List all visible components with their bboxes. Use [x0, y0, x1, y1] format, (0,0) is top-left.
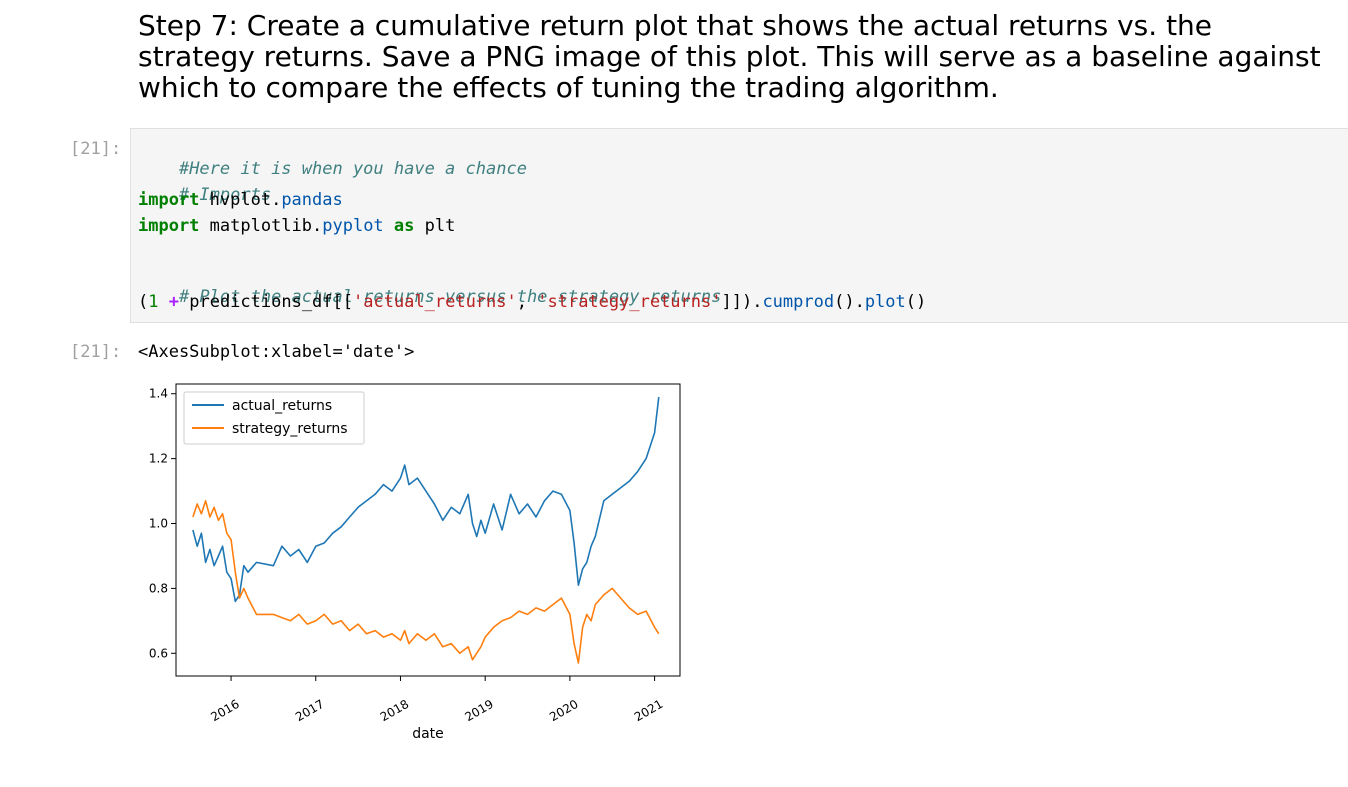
code-text — [384, 216, 394, 236]
x-tick-label: 2020 — [547, 697, 580, 724]
x-axis-label: date — [412, 726, 444, 742]
code-text: plt — [414, 216, 456, 236]
code-text: ( — [138, 292, 149, 312]
x-tick-label: 2018 — [378, 697, 411, 724]
code-comment: # Plot the actual returns versus the str… — [178, 287, 722, 307]
code-keyword: as — [393, 216, 415, 236]
code-text: hvplot. — [199, 190, 282, 210]
code-text: ]]). — [721, 292, 763, 312]
series-line-actual-returns — [192, 396, 660, 603]
code-text: predictions_df[[ — [179, 292, 353, 312]
legend-box — [183, 391, 365, 445]
code-string: 'actual_returns' — [353, 292, 517, 312]
y-tick-label: 1.0 — [149, 517, 168, 531]
code-method: cumprod — [762, 292, 835, 312]
code-line-3: import hvplot.pandas — [138, 190, 343, 210]
input-prompt: [21]: — [70, 139, 122, 159]
output-repr: <AxesSubplot:xlabel='date'> — [138, 342, 415, 362]
code-keyword: import — [138, 190, 200, 210]
code-line-1: #Here it is when you have a chance — [138, 139, 527, 199]
series-line-strategy-returns — [192, 500, 660, 664]
code-text: () — [905, 292, 927, 312]
legend: actual_returns strategy_returns — [183, 391, 365, 445]
x-tick-label: 2017 — [293, 697, 326, 724]
x-tick-label: 2021 — [632, 697, 665, 724]
code-text — [159, 292, 169, 312]
code-line-4: import matplotlib.pyplot as plt — [138, 216, 455, 236]
code-cell-input[interactable]: #Here it is when you have a chance # Imp… — [130, 128, 1348, 323]
code-method: plot — [864, 292, 906, 312]
code-comment: #Here it is when you have a chance — [178, 159, 527, 179]
output-prompt: [21]: — [70, 342, 122, 362]
code-number: 1 — [148, 292, 159, 312]
y-tick-label: 0.8 — [149, 581, 168, 595]
code-string: 'strategy_returns' — [537, 292, 722, 312]
code-line-6: # Plot the actual returns versus the str… — [138, 267, 721, 327]
code-module: pandas — [281, 190, 343, 210]
code-text: matplotlib. — [199, 216, 323, 236]
markdown-heading: Step 7: Create a cumulative return plot … — [138, 9, 1321, 104]
legend-label-strategy-returns: strategy_returns — [232, 421, 348, 437]
x-tick-label: 2019 — [462, 697, 495, 724]
code-operator: + — [168, 292, 179, 312]
y-tick-label: 1.2 — [149, 452, 168, 466]
legend-label-actual-returns: actual_returns — [232, 398, 332, 414]
code-text: (). — [834, 292, 865, 312]
code-comment: # Imports — [178, 185, 272, 205]
code-line-7: (1 + predictions_df[['actual_returns', '… — [138, 292, 926, 312]
code-module: pyplot — [322, 216, 384, 236]
cumulative-return-chart: 0.6 0.8 1.0 1.2 1.4 2016 2017 2018 2019 2020 2021… — [149, 383, 681, 742]
series-lines — [192, 396, 660, 664]
x-axis: 2016 2017 2018 2019 2020 2021 — [208, 676, 665, 724]
code-text: , — [516, 292, 538, 312]
code-keyword: import — [138, 216, 200, 236]
y-tick-label: 1.4 — [149, 387, 168, 401]
y-tick-label: 0.6 — [149, 646, 168, 660]
y-axis: 0.6 0.8 1.0 1.2 1.4 — [149, 387, 176, 660]
code-line-2: # Imports — [138, 165, 271, 225]
x-tick-label: 2016 — [208, 697, 241, 724]
